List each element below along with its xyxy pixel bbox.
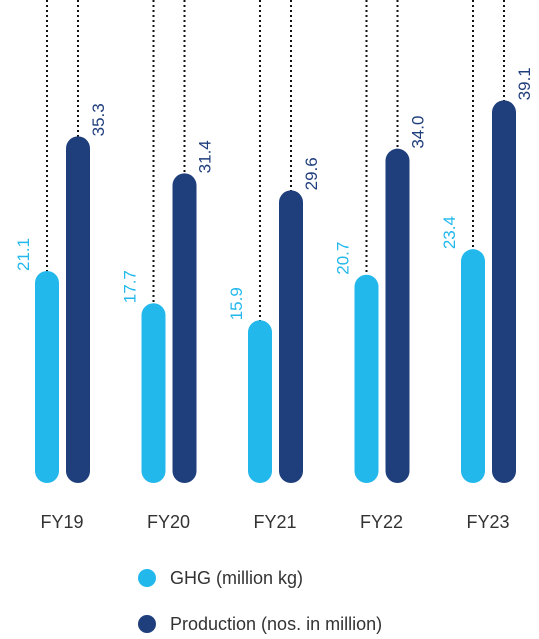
legend-label: Production (nos. in million) [170, 614, 382, 634]
bar [248, 320, 272, 483]
x-tick-label: FY20 [147, 512, 190, 532]
bar [492, 100, 516, 483]
legend-swatch [138, 569, 156, 587]
value-label: 34.0 [409, 116, 428, 149]
value-label: 23.4 [440, 216, 459, 249]
x-tick-label: FY21 [253, 512, 296, 532]
bar [354, 274, 379, 483]
value-label: 15.9 [227, 287, 246, 320]
legend-swatch [138, 615, 156, 633]
value-label: 39.1 [515, 67, 534, 100]
legend-label: GHG (million kg) [170, 568, 303, 588]
x-tick-label: FY22 [360, 512, 403, 532]
bar [279, 190, 303, 483]
bar [461, 249, 485, 483]
bar [385, 148, 410, 483]
value-label: 21.1 [14, 238, 33, 271]
bar [172, 173, 197, 483]
value-label: 31.4 [196, 140, 215, 173]
x-tick-label: FY19 [40, 512, 83, 532]
x-tick-label: FY23 [466, 512, 509, 532]
value-label: 35.3 [89, 103, 108, 136]
value-label: 17.7 [121, 270, 140, 303]
value-label: 29.6 [302, 157, 321, 190]
bar [141, 303, 166, 483]
bar [35, 270, 59, 483]
value-label: 20.7 [334, 242, 353, 275]
bar [66, 136, 90, 483]
